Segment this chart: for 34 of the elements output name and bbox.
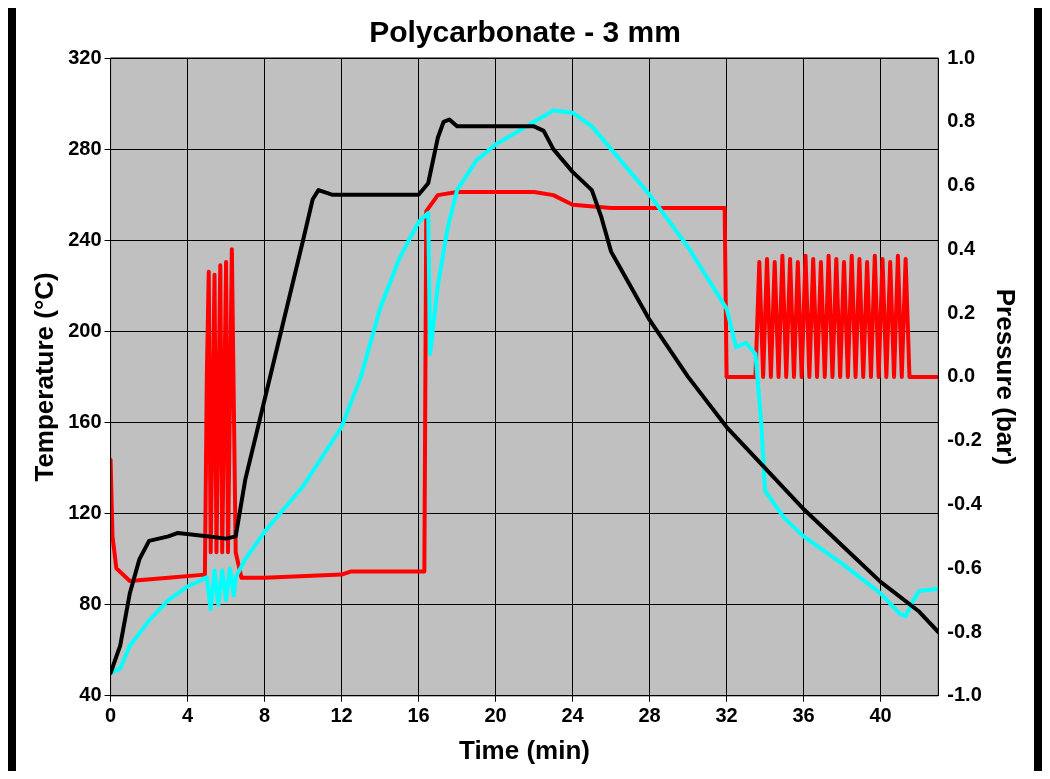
- y2-axis-title: Pressure (bar): [991, 288, 1022, 466]
- y-tick-label: 160: [68, 409, 102, 432]
- y2-tick-label: 0.0: [947, 364, 976, 387]
- x-tick-label: 20: [484, 704, 507, 727]
- y-tick-label: 280: [68, 136, 102, 159]
- y2-tick-label: -0.8: [947, 619, 982, 642]
- y2-tick-label: 0.2: [947, 300, 976, 323]
- x-tick-label: 8: [259, 704, 271, 727]
- y2-tick-label: -0.2: [947, 428, 982, 451]
- y2-tick-label: -0.6: [947, 555, 982, 578]
- x-axis-title: Time (min): [458, 734, 590, 765]
- x-tick-label: 16: [407, 704, 430, 727]
- y2-tick-label: -0.4: [947, 491, 983, 514]
- y2-tick-label: 1.0: [947, 45, 976, 68]
- x-tick-label: 4: [182, 704, 195, 727]
- y2-tick-label: 0.4: [947, 236, 977, 259]
- y2-tick-label: 0.8: [947, 109, 976, 132]
- y-tick-label: 240: [68, 227, 102, 250]
- y2-tick-label: 0.6: [947, 173, 976, 196]
- x-tick-label: 40: [869, 704, 892, 727]
- x-tick-label: 24: [561, 704, 585, 727]
- y-tick-label: 320: [68, 45, 102, 68]
- x-tick-label: 0: [105, 704, 117, 727]
- y-axis-title: Temperature (°C): [28, 272, 59, 482]
- y-tick-label: 200: [68, 318, 102, 341]
- y2-tick-label: -1.0: [947, 683, 982, 706]
- y-tick-label: 40: [79, 683, 102, 706]
- x-tick-label: 36: [792, 704, 815, 727]
- y-tick-label: 80: [79, 592, 102, 615]
- x-tick-label: 32: [715, 704, 738, 727]
- x-tick-label: 12: [330, 704, 353, 727]
- x-tick-label: 28: [638, 704, 661, 727]
- y-tick-label: 120: [68, 501, 102, 524]
- chart-title: Polycarbonate - 3 mm: [369, 15, 681, 49]
